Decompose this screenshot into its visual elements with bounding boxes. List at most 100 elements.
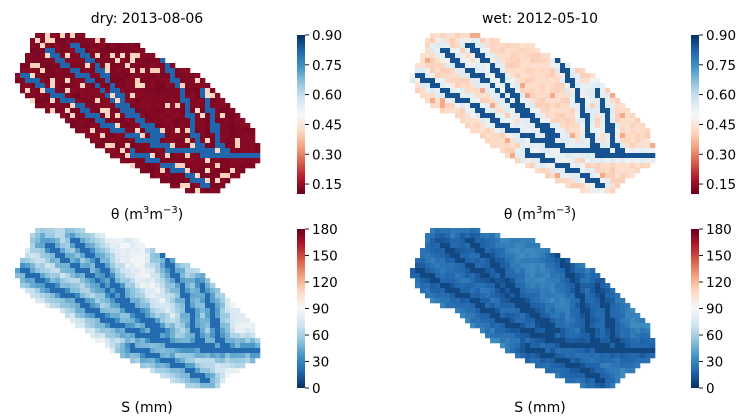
heatmap-cell — [455, 58, 461, 64]
heatmap-cell — [570, 113, 576, 119]
heatmap-cell — [570, 173, 576, 179]
heatmap-cell — [100, 323, 106, 329]
heatmap-cell — [110, 148, 116, 154]
heatmap-cell — [185, 118, 191, 124]
heatmap-cell — [170, 368, 176, 374]
heatmap-cell — [70, 78, 76, 84]
heatmap-cell — [475, 308, 481, 314]
heatmap-cell — [45, 303, 51, 309]
heatmap-cell — [90, 248, 96, 254]
heatmap-cell — [185, 68, 191, 74]
heatmap-cell — [235, 173, 241, 179]
heatmap-cell — [440, 43, 446, 49]
heatmap-cell — [35, 258, 41, 264]
heatmap-cell — [580, 168, 586, 174]
heatmap-cell — [650, 158, 656, 164]
heatmap-cell — [55, 238, 61, 244]
heatmap-cell — [205, 278, 211, 284]
heatmap-cell — [235, 313, 241, 319]
heatmap-cell — [200, 98, 206, 104]
heatmap-cell — [640, 323, 646, 329]
heatmap-cell — [105, 278, 111, 284]
heatmap-cell — [80, 98, 86, 104]
heatmap-cell — [155, 88, 161, 94]
heatmap-cell — [140, 253, 146, 259]
heatmap-cell — [65, 98, 71, 104]
heatmap-cell — [490, 58, 496, 64]
heatmap-cell — [180, 103, 186, 109]
heatmap-cell — [180, 268, 186, 274]
heatmap-cell — [455, 38, 461, 44]
heatmap-cell — [605, 163, 611, 169]
heatmap-cell — [135, 48, 141, 54]
heatmap-cell — [520, 138, 526, 144]
heatmap-cell — [580, 273, 586, 279]
heatmap-cell — [480, 98, 486, 104]
heatmap-cell — [65, 48, 71, 54]
heatmap-cell — [500, 68, 506, 74]
heatmap-cell — [580, 358, 586, 364]
heatmap-cell — [555, 103, 561, 109]
heatmap-cell — [170, 63, 176, 69]
heatmap-cell — [210, 133, 216, 139]
heatmap-cell — [130, 298, 136, 304]
heatmap-cell — [575, 73, 581, 79]
heatmap-cell — [190, 278, 196, 284]
heatmap-cell — [125, 278, 131, 284]
heatmap-cell — [170, 73, 176, 79]
heatmap-cell — [105, 78, 111, 84]
heatmap-cell — [530, 248, 536, 254]
heatmap-cell — [585, 88, 591, 94]
heatmap-cell — [120, 138, 126, 144]
heatmap-cell — [620, 118, 626, 124]
heatmap-cell — [460, 248, 466, 254]
heatmap-cell — [75, 123, 81, 129]
heatmap-cell — [180, 283, 186, 289]
heatmap-cell — [150, 143, 156, 149]
heatmap-cell — [150, 53, 156, 59]
heatmap-cell — [80, 268, 86, 274]
heatmap-cell — [480, 83, 486, 89]
heatmap-cell — [110, 243, 116, 249]
heatmap-cell — [490, 258, 496, 264]
heatmap-cell — [85, 283, 91, 289]
heatmap-cell — [155, 308, 161, 314]
heatmap-cell — [255, 148, 261, 154]
heatmap-cell — [515, 308, 521, 314]
heatmap-cell — [110, 63, 116, 69]
heatmap-cell — [175, 113, 181, 119]
heatmap-cell — [575, 168, 581, 174]
heatmap-cell — [605, 153, 611, 159]
colorbar-tick-label: 0.15 — [706, 177, 736, 193]
heatmap-cell — [220, 308, 226, 314]
heatmap-cell — [540, 318, 546, 324]
heatmap-cell — [215, 293, 221, 299]
heatmap-cell — [600, 293, 606, 299]
heatmap-cell — [165, 158, 171, 164]
heatmap-cell — [105, 303, 111, 309]
heatmap-cell — [535, 123, 541, 129]
heatmap-cell — [625, 323, 631, 329]
heatmap-cell — [455, 273, 461, 279]
heatmap-cell — [215, 368, 221, 374]
heatmap-cell — [560, 288, 566, 294]
heatmap-cell — [110, 238, 116, 244]
heatmap-cell — [180, 278, 186, 284]
heatmap-cell — [430, 103, 436, 109]
heatmap-cell — [205, 363, 211, 369]
heatmap-cell — [160, 273, 166, 279]
heatmap-cell — [620, 348, 626, 354]
heatmap-cell — [550, 73, 556, 79]
heatmap-cell — [600, 368, 606, 374]
heatmap-cell — [185, 268, 191, 274]
heatmap-cell — [620, 113, 626, 119]
heatmap-cell — [95, 323, 101, 329]
heatmap-cell — [595, 93, 601, 99]
heatmap-cell — [120, 73, 126, 79]
heatmap-cell — [480, 128, 486, 134]
heatmap-cell — [45, 263, 51, 269]
heatmap-cell — [145, 288, 151, 294]
heatmap-cell — [605, 158, 611, 164]
heatmap-cell — [230, 308, 236, 314]
heatmap-cell — [230, 313, 236, 319]
